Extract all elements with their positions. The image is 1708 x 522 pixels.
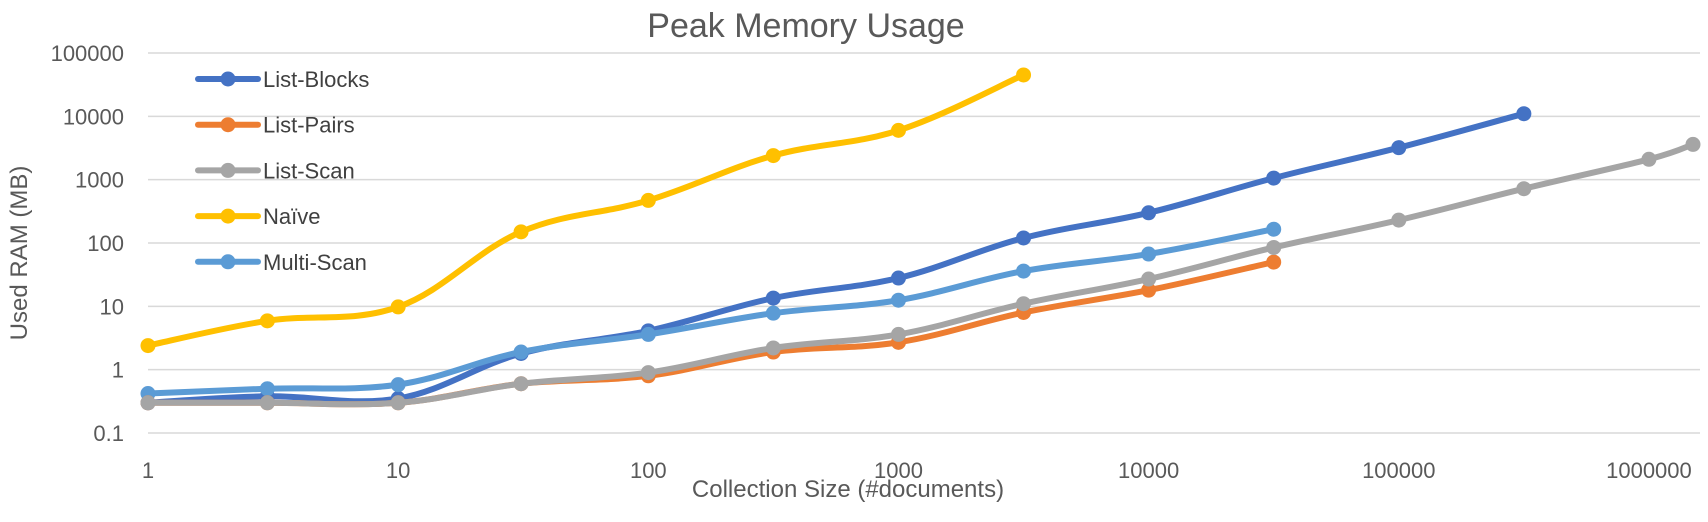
x-tick-label: 10000 [1118, 458, 1179, 483]
x-axis-title: Collection Size (#documents) [692, 476, 1004, 503]
data-point [140, 338, 156, 354]
data-point [1016, 67, 1032, 83]
y-tick-label: 10 [100, 294, 124, 319]
y-axis-title: Used RAM (MB) [6, 166, 33, 341]
series-line [145, 226, 1277, 397]
legend-label: Naïve [263, 204, 320, 229]
data-point [1516, 181, 1532, 197]
data-point [640, 365, 656, 381]
data-point [1266, 170, 1282, 186]
legend-item: List-Pairs [195, 113, 355, 138]
data-point [390, 395, 406, 411]
x-tick-label: 1000 [874, 458, 923, 483]
series-line [145, 141, 1696, 408]
data-point [1266, 221, 1282, 237]
y-tick-label: 1 [112, 358, 124, 383]
data-point [890, 270, 906, 286]
legend-label: Multi-Scan [263, 250, 367, 275]
data-point [640, 326, 656, 342]
data-point [1266, 254, 1282, 270]
data-point [513, 344, 529, 360]
data-point [765, 305, 781, 321]
data-point [390, 377, 406, 393]
legend-item: Multi-Scan [195, 250, 367, 275]
data-point [765, 340, 781, 356]
data-point [1141, 205, 1157, 221]
series-list-scan [140, 136, 1701, 411]
data-point [513, 376, 529, 392]
data-point [259, 381, 275, 397]
data-point [259, 313, 275, 329]
legend-label: List-Blocks [263, 67, 369, 92]
legend-item: Naïve [195, 204, 320, 229]
data-point [1516, 106, 1532, 122]
data-point [1141, 271, 1157, 287]
data-point [1141, 246, 1157, 262]
data-point [1266, 239, 1282, 255]
legend-label: List-Scan [263, 158, 355, 183]
y-tick-labels: 0.1 1 10 100 1000 10000 100000 [51, 41, 124, 446]
data-point [513, 224, 529, 240]
data-point [1391, 212, 1407, 228]
data-point [890, 122, 906, 138]
data-point [1016, 230, 1032, 246]
y-tick-label: 100 [87, 231, 124, 256]
y-tick-label: 0.1 [93, 421, 124, 446]
legend-swatch-marker [220, 71, 236, 87]
x-tick-label: 100 [630, 458, 667, 483]
data-point [259, 395, 275, 411]
data-point [390, 299, 406, 315]
data-point [1016, 263, 1032, 279]
y-tick-label: 100000 [51, 41, 124, 66]
legend-item: List-Blocks [195, 67, 369, 92]
legend-swatch-marker [220, 208, 236, 224]
x-tick-label: 10 [386, 458, 410, 483]
data-point [640, 192, 656, 208]
x-tick-label: 1 [142, 458, 154, 483]
data-point [1685, 136, 1701, 152]
series-na-ve [140, 67, 1032, 354]
gridlines [148, 52, 1700, 434]
legend-label: List-Pairs [263, 113, 355, 138]
legend-swatch-marker [220, 254, 236, 270]
legend: List-Blocks List-Pairs List-Scan Naïve Multi… [195, 67, 369, 275]
data-point [1641, 151, 1657, 167]
data-point [1391, 140, 1407, 156]
y-tick-label: 10000 [63, 104, 124, 129]
data-point [765, 290, 781, 306]
data-point [1141, 282, 1157, 298]
series-line [145, 72, 1027, 349]
data-point [890, 292, 906, 308]
legend-item: List-Scan [195, 158, 355, 183]
legend-swatch-marker [220, 117, 236, 133]
x-tick-labels: 1 10 100 1000 10000 100000 1000000 [142, 458, 1692, 483]
legend-swatch-marker [220, 162, 236, 178]
series-line [145, 259, 1277, 408]
series-layer [140, 67, 1701, 411]
data-point [890, 326, 906, 342]
data-point [1016, 296, 1032, 312]
x-tick-label: 1000000 [1606, 458, 1692, 483]
x-tick-label: 100000 [1362, 458, 1435, 483]
y-tick-label: 1000 [75, 168, 124, 193]
data-point [140, 395, 156, 411]
chart-title: Peak Memory Usage [647, 7, 964, 45]
data-point [765, 148, 781, 164]
